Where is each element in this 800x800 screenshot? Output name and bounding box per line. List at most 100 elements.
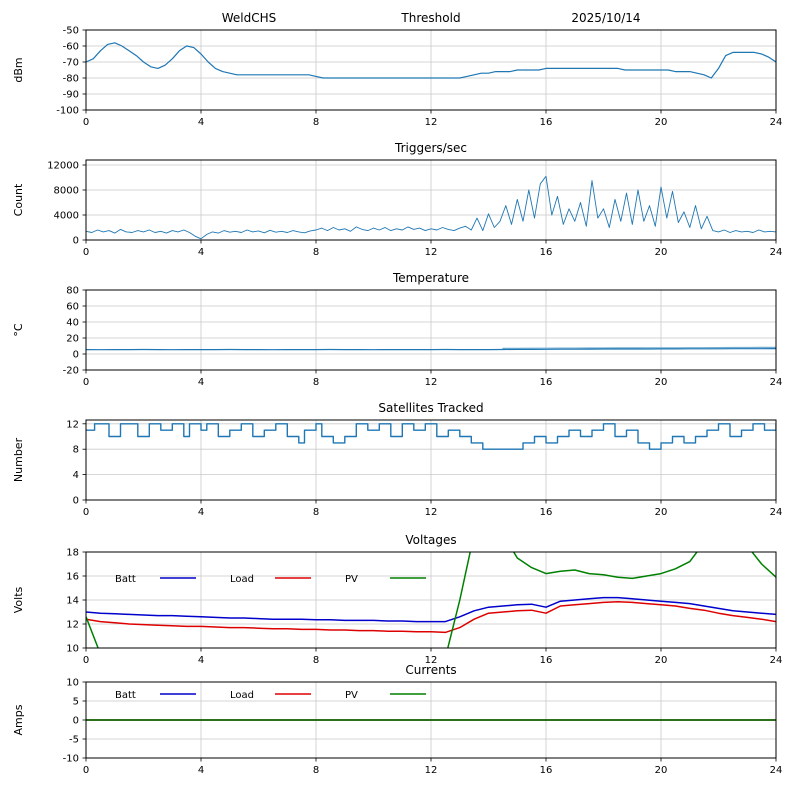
y-tick-label: -80 bbox=[63, 74, 79, 85]
x-tick-label: 16 bbox=[540, 247, 553, 258]
x-tick-label: 16 bbox=[540, 655, 553, 666]
y-tick-label: 80 bbox=[66, 286, 79, 297]
y-tick-label: 40 bbox=[66, 318, 79, 329]
panel-title-threshold: Threshold bbox=[400, 11, 460, 25]
panel-triggers: 0 4 8 12 16 20 24 0 4000 8000 12000 Triggers/sec Cou… bbox=[12, 141, 782, 258]
x-tick-label: 8 bbox=[313, 507, 319, 518]
x-tick-label: 20 bbox=[655, 655, 668, 666]
x-tick-label: 12 bbox=[425, 507, 438, 518]
y-tick-label: 0 bbox=[73, 236, 79, 247]
x-tick-label: 24 bbox=[770, 377, 783, 388]
series-temperature-aux bbox=[502, 346, 776, 349]
series-temperature-main bbox=[86, 348, 776, 351]
panel-currents: 0 4 8 12 16 20 24 -10 -5 0 5 10 Currents Amps Batt Load… bbox=[12, 663, 782, 776]
y-tick-label: 0 bbox=[73, 350, 79, 361]
y-axis-label-currents: Amps bbox=[12, 704, 25, 735]
x-tick-label: 24 bbox=[770, 765, 783, 776]
y-tick-label: 14 bbox=[66, 596, 79, 607]
x-tick-label: 24 bbox=[770, 655, 783, 666]
x-tick-label: 4 bbox=[198, 655, 204, 666]
x-tick-label: 12 bbox=[425, 377, 438, 388]
x-tick-label: 12 bbox=[425, 655, 438, 666]
panel-title-temperature: Temperature bbox=[392, 271, 469, 285]
x-tick-label: 24 bbox=[770, 247, 783, 258]
x-tick-label: 20 bbox=[655, 507, 668, 518]
series-satellites-tracked bbox=[86, 423, 776, 450]
y-tick-label: 0 bbox=[73, 716, 79, 727]
y-tick-label: 60 bbox=[66, 302, 79, 313]
y-tick-label: 8000 bbox=[54, 186, 79, 197]
y-tick-label: 4000 bbox=[54, 211, 79, 222]
y-axis-label-voltages: Volts bbox=[12, 586, 25, 613]
panel-threshold: 0 4 8 12 16 20 24 -100 -90 -80 -70 -60 -50 Threshold W… bbox=[12, 11, 782, 128]
x-tick-label: 4 bbox=[198, 765, 204, 776]
y-tick-label: 10 bbox=[66, 678, 79, 689]
x-tick-label: 8 bbox=[313, 765, 319, 776]
x-tick-label: 0 bbox=[83, 247, 89, 258]
station-name: WeldCHS bbox=[222, 11, 277, 25]
y-axis-label-satellites: Number bbox=[12, 437, 25, 482]
y-axis-label-triggers: Count bbox=[12, 183, 25, 216]
panel-temperature: 0 4 8 12 16 20 24 -20 0 20 40 60 80 Temperature °C bbox=[12, 271, 782, 388]
x-tick-label: 0 bbox=[83, 377, 89, 388]
panel-title-satellites: Satellites Tracked bbox=[378, 401, 483, 415]
panel-title-triggers: Triggers/sec bbox=[394, 141, 467, 155]
x-tick-label: 16 bbox=[540, 377, 553, 388]
x-tick-label: 8 bbox=[313, 247, 319, 258]
x-tick-label: 4 bbox=[198, 247, 204, 258]
x-tick-label: 24 bbox=[770, 117, 783, 128]
x-tick-label: 20 bbox=[655, 117, 668, 128]
series-triggers-per-sec bbox=[86, 175, 776, 240]
date-label: 2025/10/14 bbox=[571, 11, 640, 25]
panel-satellites: 0 4 8 12 16 20 24 0 4 8 12 Satellites Tracked Number bbox=[12, 401, 782, 518]
panel-voltages: 0 4 8 12 16 20 24 10 12 14 16 18 Voltages Volts Batt Lo… bbox=[12, 533, 783, 666]
x-tick-label: 12 bbox=[425, 117, 438, 128]
x-tick-label: 0 bbox=[83, 117, 89, 128]
series-threshold-dbm bbox=[86, 42, 776, 79]
x-tick-label: 8 bbox=[313, 117, 319, 128]
x-tick-label: 12 bbox=[425, 765, 438, 776]
legend-label-batt: Batt bbox=[115, 690, 136, 701]
series-pv-volts bbox=[86, 552, 776, 648]
legend-label-load: Load bbox=[230, 574, 254, 585]
y-tick-label: 16 bbox=[66, 572, 79, 583]
y-tick-label: 12 bbox=[66, 419, 79, 430]
y-tick-label: 18 bbox=[66, 548, 79, 559]
y-tick-label: -70 bbox=[63, 58, 79, 69]
y-tick-label: -10 bbox=[63, 754, 79, 765]
x-tick-label: 16 bbox=[540, 765, 553, 776]
legend-label-load: Load bbox=[230, 690, 254, 701]
y-tick-label: 8 bbox=[73, 445, 79, 456]
x-tick-label: 20 bbox=[655, 377, 668, 388]
x-tick-label: 20 bbox=[655, 247, 668, 258]
legend-label-pv: PV bbox=[345, 690, 358, 701]
x-tick-label: 12 bbox=[425, 247, 438, 258]
x-tick-label: 4 bbox=[198, 377, 204, 388]
y-tick-label: 12000 bbox=[47, 161, 79, 172]
y-axis-label-temperature: °C bbox=[12, 323, 25, 337]
y-tick-label: -60 bbox=[63, 42, 79, 53]
y-tick-label: -50 bbox=[63, 26, 79, 37]
y-tick-label: 4 bbox=[73, 470, 79, 481]
y-axis-label-threshold: dBm bbox=[12, 57, 25, 82]
x-tick-label: 16 bbox=[540, 117, 553, 128]
y-tick-label: -20 bbox=[63, 366, 79, 377]
legend-label-batt: Batt bbox=[115, 574, 136, 585]
series-batt-volts bbox=[86, 596, 776, 623]
x-tick-label: 20 bbox=[655, 765, 668, 776]
x-tick-label: 0 bbox=[83, 507, 89, 518]
x-tick-label: 0 bbox=[83, 655, 89, 666]
y-tick-label: -90 bbox=[63, 90, 79, 101]
panel-title-voltages: Voltages bbox=[405, 533, 456, 547]
x-tick-label: 0 bbox=[83, 765, 89, 776]
y-tick-label: -5 bbox=[69, 735, 79, 746]
x-tick-label: 8 bbox=[313, 377, 319, 388]
y-tick-label: -100 bbox=[56, 106, 79, 117]
x-tick-label: 4 bbox=[198, 117, 204, 128]
panel-title-currents: Currents bbox=[405, 663, 456, 677]
y-tick-label: 5 bbox=[73, 697, 79, 708]
series-load-volts bbox=[86, 601, 776, 634]
y-tick-label: 10 bbox=[66, 644, 79, 655]
